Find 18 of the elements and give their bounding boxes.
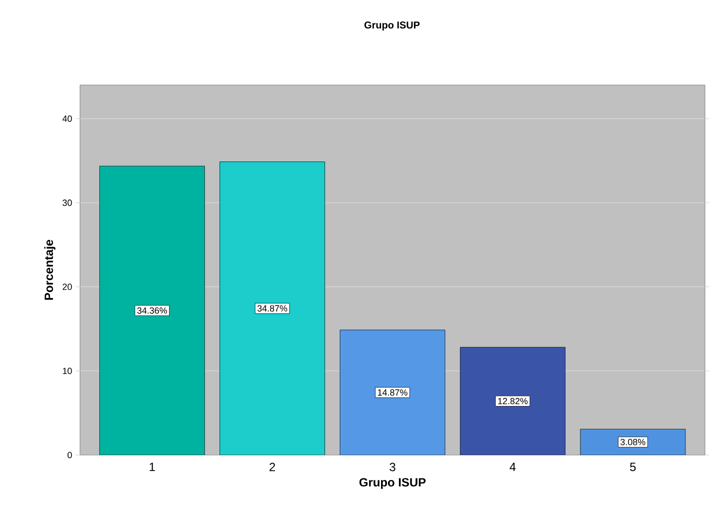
data-label: 34.87% [257,305,288,312]
y-axis-title: Porcentaje [44,240,56,300]
data-label: 14.87% [378,389,408,396]
y-tick-label: 40 [62,115,72,122]
x-tick-label: 2 [270,462,276,472]
x-tick-label: 5 [630,462,636,472]
data-label: 34.36% [137,307,167,314]
y-tick-label: 30 [62,200,72,206]
data-label: 3.08% [620,438,646,446]
x-tick-label: 3 [390,462,396,472]
x-axis-title: Grupo ISUP [359,478,426,489]
x-tick-label: 4 [510,462,516,471]
y-tick-label: 20 [62,284,72,290]
chart-title: Grupo ISUP [364,21,420,30]
data-label: 12.82% [498,398,528,404]
y-tick-label: 10 [62,368,72,374]
x-tick-label: 1 [150,462,155,471]
y-tick-label: 0 [68,452,72,458]
